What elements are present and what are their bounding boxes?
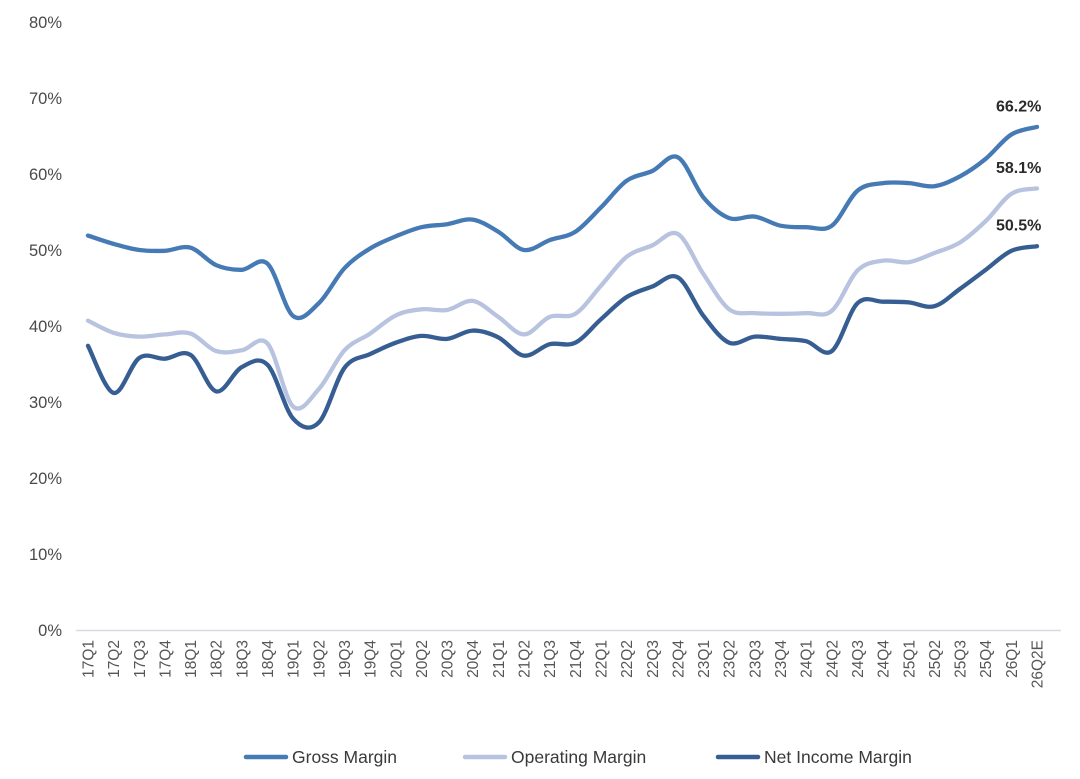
- series-end-labels: 66.2% 58.1% 50.5%: [996, 98, 1041, 234]
- x-axis-tick-label: 22Q2: [619, 640, 636, 678]
- x-axis-tick-label: 25Q2: [927, 640, 944, 678]
- y-axis-tick-label: 80%: [29, 14, 62, 32]
- end-label-gross-margin: 66.2%: [996, 98, 1041, 115]
- y-axis-tick-label: 10%: [29, 546, 62, 564]
- x-axis-tick-label: 22Q1: [593, 640, 610, 678]
- x-axis-tick-label: 20Q2: [414, 640, 431, 678]
- x-axis-tick-label: 21Q3: [542, 640, 559, 678]
- x-axis-tick-label: 25Q4: [978, 640, 995, 678]
- x-axis-tick-label: 23Q2: [722, 640, 739, 678]
- x-axis-tick-label: 21Q2: [517, 640, 534, 678]
- x-axis-tick-label: 20Q3: [440, 640, 457, 678]
- x-axis-tick-label: 23Q3: [747, 640, 764, 678]
- legend-label-gross-margin: Gross Margin: [292, 747, 397, 767]
- chart-legend: Gross Margin Operating Margin Net Income M…: [243, 747, 912, 767]
- x-axis-tick-label: 17Q2: [106, 640, 123, 678]
- x-axis-tick-label: 19Q2: [311, 640, 328, 678]
- x-axis-tick-label: 18Q2: [209, 640, 226, 678]
- y-axis-tick-label: 60%: [29, 166, 62, 184]
- x-axis-tick-label: 22Q4: [670, 640, 687, 678]
- x-axis-tick-label: 26Q1: [1004, 640, 1021, 678]
- series-lines: [85, 124, 1040, 430]
- y-axis-tick-labels: 0% 10% 20% 30% 40% 50% 60% 70% 80%: [29, 14, 62, 640]
- y-axis-tick-label: 0%: [38, 622, 62, 640]
- y-axis-tick-label: 70%: [29, 90, 62, 108]
- x-axis-tick-labels: 17Q1 17Q2 17Q3 17Q4 18Q1 18Q2 18Q3 18Q4 19Q1 19Q2…: [81, 640, 1047, 689]
- line-net-income-margin: [85, 244, 1040, 430]
- y-axis-tick-label: 50%: [29, 242, 62, 260]
- x-axis-tick-label: 24Q4: [876, 640, 893, 678]
- end-label-operating-margin: 58.1%: [996, 160, 1041, 177]
- x-axis-tick-label: 17Q1: [81, 640, 98, 678]
- x-axis-tick-label: 23Q4: [773, 640, 790, 678]
- x-axis-tick-label: 22Q3: [645, 640, 662, 678]
- x-axis-tick-label: 21Q4: [568, 640, 585, 678]
- y-axis-tick-label: 30%: [29, 394, 62, 412]
- x-axis-tick-label: 24Q2: [824, 640, 841, 678]
- line-gross-margin: [85, 124, 1040, 321]
- x-axis-tick-label: 20Q1: [388, 640, 405, 678]
- x-axis-tick-label: 17Q4: [157, 640, 174, 678]
- x-axis-tick-label: 19Q4: [363, 640, 380, 678]
- x-axis-tick-label: 18Q4: [260, 640, 277, 678]
- x-axis-tick-label: 24Q3: [850, 640, 867, 678]
- legend-label-net-income-margin: Net Income Margin: [764, 747, 912, 767]
- x-axis-tick-label: 23Q1: [696, 640, 713, 678]
- x-axis-tick-label: 25Q1: [901, 640, 918, 678]
- x-axis-tick-label: 25Q3: [953, 640, 970, 678]
- end-label-net-income-margin: 50.5%: [996, 218, 1041, 235]
- x-axis-tick-label: 19Q3: [337, 640, 354, 678]
- x-axis-tick-label: 19Q1: [286, 640, 303, 678]
- x-axis-tick-label: 24Q1: [799, 640, 816, 678]
- y-axis-tick-label: 20%: [29, 470, 62, 488]
- x-axis-tick-label: 20Q4: [465, 640, 482, 678]
- legend-label-operating-margin: Operating Margin: [511, 747, 646, 767]
- x-axis-tick-label: 26Q2E: [1030, 640, 1047, 688]
- line-operating-margin: [85, 186, 1040, 411]
- x-axis-tick-label: 21Q1: [491, 640, 508, 678]
- x-axis-tick-label: 17Q3: [132, 640, 149, 678]
- y-axis-tick-label: 40%: [29, 318, 62, 336]
- x-axis-tick-label: 18Q1: [183, 640, 200, 678]
- x-axis-tick-label: 18Q3: [234, 640, 251, 678]
